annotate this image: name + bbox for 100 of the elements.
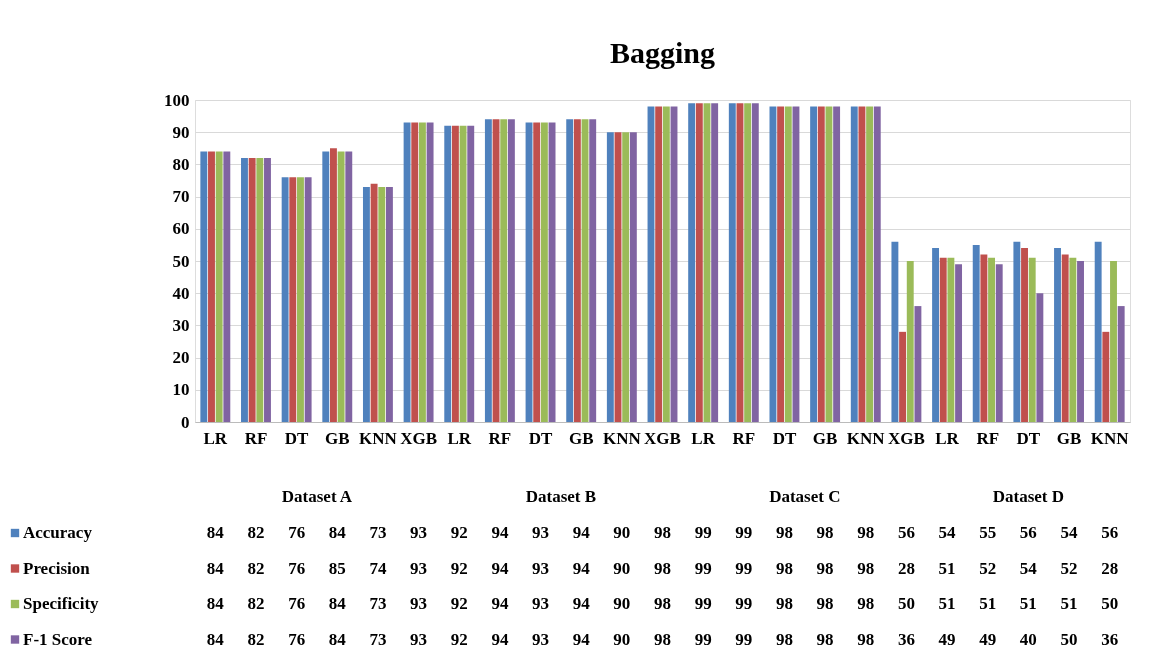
data-label: 76	[288, 629, 306, 649]
x-tick-label: DT	[528, 428, 554, 448]
data-label: 99	[735, 558, 753, 578]
x-tick-label: LR	[447, 428, 472, 448]
bar	[248, 157, 256, 422]
data-label: 76	[288, 523, 306, 542]
data-label: 84	[328, 594, 347, 613]
bar	[566, 119, 574, 422]
data-label: 74	[369, 558, 387, 578]
bar	[1013, 241, 1021, 422]
data-label: 50	[1101, 594, 1119, 613]
data-label: 84	[206, 523, 225, 542]
data-label: 51	[979, 594, 997, 613]
y-tick-label: 0	[181, 412, 190, 432]
data-label: 54	[1060, 523, 1079, 542]
data-label: 90	[613, 558, 631, 578]
data-label: 36	[1101, 629, 1119, 649]
bar	[426, 122, 434, 422]
data-label: 84	[206, 594, 225, 613]
data-label: 98	[857, 629, 875, 649]
bar	[980, 254, 988, 422]
data-label: 94	[572, 558, 591, 578]
bar	[695, 103, 703, 422]
bar	[728, 103, 736, 422]
data-label: 92	[450, 594, 468, 613]
x-tick-label: XGB	[644, 428, 681, 448]
bar	[777, 106, 785, 422]
bar	[362, 186, 370, 422]
bar	[995, 264, 1003, 422]
bar	[215, 151, 223, 422]
bar	[451, 125, 459, 422]
bar	[304, 177, 312, 422]
bar	[784, 106, 792, 422]
bar	[688, 103, 696, 422]
data-label: 84	[206, 629, 225, 649]
x-tick-label: LR	[935, 428, 960, 448]
bar	[548, 122, 556, 422]
bar	[573, 119, 581, 422]
y-tick-label: 100	[164, 90, 190, 110]
data-label: 99	[694, 594, 712, 613]
bar	[322, 151, 330, 422]
bar	[223, 151, 231, 422]
bar	[241, 157, 248, 422]
data-label: 49	[979, 629, 997, 649]
bar	[297, 177, 304, 422]
data-label: 98	[654, 629, 671, 649]
data-label: 92	[450, 523, 468, 542]
data-label: 98	[857, 594, 875, 613]
data-label: 28	[897, 558, 915, 578]
bar	[891, 241, 899, 422]
data-label: 36	[897, 629, 915, 649]
data-label: 93	[532, 558, 550, 578]
bar	[589, 119, 597, 422]
bar	[403, 122, 411, 422]
data-label: 94	[491, 523, 509, 542]
data-label: 92	[450, 629, 468, 649]
bar	[1054, 248, 1061, 422]
bar	[825, 106, 833, 422]
y-tick-label: 70	[172, 187, 190, 207]
x-tick-label: RF	[488, 428, 512, 448]
data-label: 54	[1019, 558, 1038, 578]
x-tick-label: RF	[976, 428, 1000, 448]
bar	[858, 106, 866, 422]
bar	[939, 257, 947, 422]
data-label: 73	[369, 594, 387, 613]
y-tick-label: 80	[172, 154, 190, 174]
data-label: 99	[694, 629, 712, 649]
bar	[751, 103, 759, 422]
data-label: 73	[369, 629, 387, 649]
bar	[1094, 241, 1102, 422]
data-label: 93	[532, 629, 550, 649]
bar	[914, 306, 922, 422]
data-label: 98	[816, 594, 834, 613]
y-tick-label: 60	[172, 219, 190, 239]
bar	[866, 106, 874, 422]
data-label: 51	[938, 558, 956, 578]
bar	[1028, 257, 1036, 422]
x-tick-label: RF	[244, 428, 268, 448]
data-label: 93	[410, 629, 428, 649]
x-tick-label: GB	[568, 428, 594, 448]
text: Dataset B	[525, 487, 597, 506]
data-label: 55	[979, 523, 997, 542]
data-label: 92	[450, 558, 468, 578]
bar	[899, 331, 907, 422]
data-label: 98	[816, 523, 834, 542]
legend-label: F-1 Score	[23, 629, 93, 649]
data-label: 98	[654, 523, 671, 542]
bar	[1036, 293, 1044, 422]
y-tick-label: 40	[172, 283, 190, 303]
bar	[484, 119, 492, 422]
bar	[264, 157, 271, 422]
bar	[345, 151, 353, 422]
data-label: 84	[328, 629, 347, 649]
data-label: 51	[938, 594, 956, 613]
data-label: 56	[1019, 523, 1037, 542]
bar	[378, 186, 386, 422]
data-label: 93	[410, 558, 428, 578]
bar	[492, 119, 500, 422]
bar	[655, 106, 663, 422]
data-label: 90	[613, 594, 631, 613]
